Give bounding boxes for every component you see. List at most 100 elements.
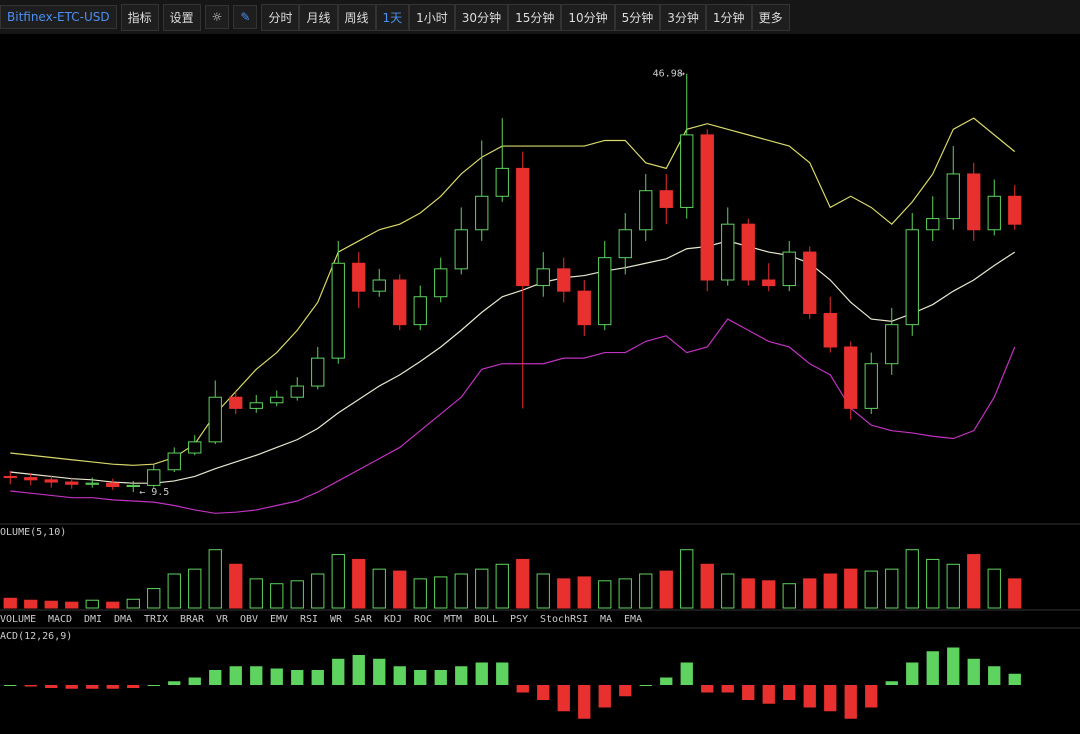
indicator-tab[interactable]: BRAR	[180, 614, 205, 625]
macd-bar	[885, 681, 898, 685]
volume-bar	[844, 568, 858, 609]
volume-bar	[1008, 578, 1022, 609]
interval-button[interactable]: 1分钟	[705, 3, 752, 31]
candle-body	[803, 251, 817, 314]
volume-bar	[106, 601, 120, 609]
indicator-tab[interactable]: VOLUME	[0, 614, 36, 625]
indicator-tab[interactable]: DMA	[114, 614, 132, 625]
volume-bar	[639, 573, 653, 609]
interval-button[interactable]: 1天	[375, 3, 410, 31]
settings-button[interactable]: 设置	[162, 3, 201, 31]
candle-body	[229, 396, 243, 409]
candle-body	[987, 195, 1001, 231]
interval-button[interactable]: 30分钟	[454, 3, 509, 31]
indicator-tab[interactable]: MTM	[444, 614, 462, 625]
volume-bar	[680, 549, 694, 609]
indicator-tab[interactable]: EMA	[624, 614, 642, 625]
indicator-tab[interactable]: DMI	[84, 614, 102, 625]
volume-bar	[659, 570, 673, 609]
candle-body	[331, 262, 345, 359]
macd-bar	[1008, 673, 1021, 685]
volume-bar	[147, 588, 161, 609]
candle-body	[1008, 195, 1022, 225]
indicator-tab[interactable]: VR	[216, 614, 229, 625]
macd-bar	[660, 677, 673, 685]
candle-body	[475, 195, 489, 231]
macd-bar	[229, 666, 242, 685]
indicator-tab[interactable]: StochRSI	[540, 614, 588, 625]
symbol[interactable]: Bitfinex-ETC-USD	[0, 5, 117, 29]
volume-bar	[208, 549, 222, 609]
macd-bar	[311, 670, 324, 685]
candle-body	[44, 479, 58, 483]
macd-bar	[598, 685, 611, 708]
macd-bar	[639, 685, 652, 686]
volume-bar	[126, 598, 140, 609]
macd-bar	[721, 685, 734, 693]
volume-bar	[311, 573, 325, 609]
candle-body	[905, 229, 919, 326]
interval-button[interactable]: 1小时	[409, 3, 455, 31]
volume-bar	[741, 578, 755, 609]
candle-body	[434, 268, 448, 298]
macd-bar	[4, 685, 17, 686]
macd-bar	[106, 685, 119, 689]
volume-bar	[823, 573, 837, 609]
macd-bar	[537, 685, 550, 700]
volume-bar	[905, 549, 919, 609]
indicator-tab[interactable]: MA	[600, 614, 612, 625]
macd-bar	[188, 677, 201, 685]
volume-bar	[946, 563, 960, 609]
volume-bar	[598, 580, 612, 609]
indicators-button[interactable]: 指标	[120, 3, 159, 31]
theme-button[interactable]: ☼	[204, 5, 230, 29]
indicator-tab[interactable]: PSY	[510, 614, 528, 625]
indicator-tab[interactable]: OBV	[240, 614, 258, 625]
candle-body	[516, 167, 530, 287]
indicator-tab[interactable]: TRIX	[144, 614, 168, 625]
interval-button[interactable]: 5分钟	[614, 3, 661, 31]
volume-bar	[987, 568, 1001, 609]
min-label: 9.5	[151, 487, 169, 498]
volume-bar	[967, 554, 981, 609]
interval-button[interactable]: 分时	[261, 3, 300, 31]
indicator-tab[interactable]: RSI	[300, 614, 318, 625]
indicator-tab[interactable]: MACD	[48, 614, 72, 625]
candle-body	[454, 229, 468, 270]
candle-body	[85, 482, 99, 485]
interval-button[interactable]: 15分钟	[508, 3, 562, 31]
candle-body	[844, 346, 858, 409]
macd-bar	[516, 685, 529, 693]
volume-bar	[864, 570, 878, 609]
candle-body	[618, 229, 632, 259]
indicator-tab[interactable]: KDJ	[384, 614, 402, 625]
macd-bar	[865, 685, 878, 708]
indicator-tab[interactable]: WR	[330, 614, 343, 625]
macd-bar	[947, 647, 960, 685]
volume-bar	[393, 570, 407, 609]
candle-body	[700, 134, 714, 281]
interval-button[interactable]: 月线	[299, 3, 338, 31]
interval-button[interactable]: 更多	[751, 3, 790, 31]
arrow: →	[679, 69, 685, 80]
macd-bar	[762, 685, 775, 704]
candle-body	[864, 363, 878, 409]
interval-group: 分时 月线 周线 1天 1小时 30分钟 15分钟 10分钟 5分钟 3分钟 1分钟 更多	[261, 3, 790, 31]
volume-bar	[44, 600, 58, 609]
indicator-tab[interactable]: SAR	[354, 614, 373, 625]
interval-button[interactable]: 3分钟	[660, 3, 706, 31]
volume-bar	[85, 599, 99, 609]
macd-bar	[578, 685, 591, 719]
candle-body	[393, 279, 407, 326]
draw-button[interactable]: ✎	[233, 5, 258, 29]
chart-bg	[0, 34, 1080, 734]
candle-body	[188, 441, 202, 454]
indicator-tab[interactable]: BOLL	[474, 614, 498, 625]
macd-bar	[988, 666, 1001, 685]
indicator-tab[interactable]: ROC	[414, 614, 432, 625]
interval-button[interactable]: 10分钟	[561, 3, 615, 31]
macd-bar	[147, 685, 160, 686]
volume-bar	[516, 558, 530, 609]
interval-button[interactable]: 周线	[337, 3, 376, 31]
indicator-tab[interactable]: EMV	[270, 614, 288, 625]
